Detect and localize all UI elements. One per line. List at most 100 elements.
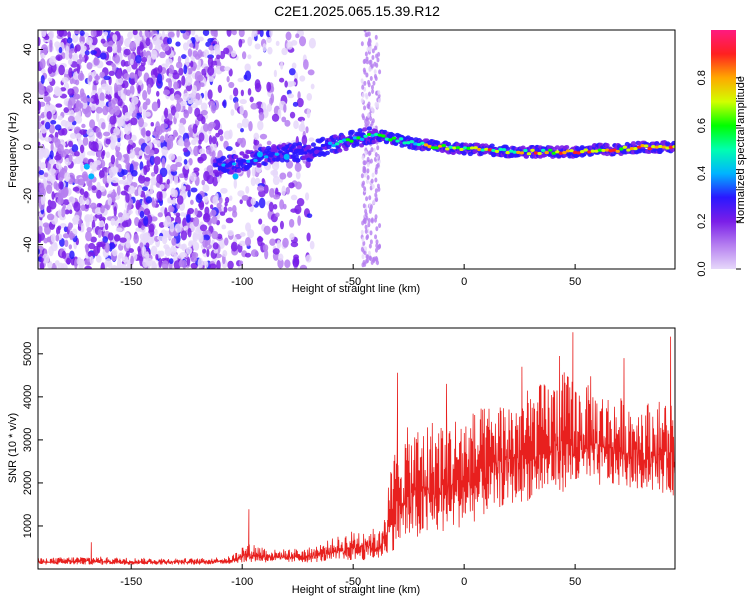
spectrogram-cell — [49, 173, 56, 184]
spectrogram-cell — [182, 42, 189, 51]
colorbar-ticks: 0.0 0.2 0.4 0.6 0.8 — [696, 70, 741, 277]
spectrogram-cell — [505, 151, 510, 155]
spectrogram-cell — [633, 147, 638, 151]
spectrogram-cell — [238, 240, 247, 247]
spectrogram-cell — [125, 212, 130, 220]
spectrogram-cell — [183, 109, 190, 118]
spectrogram-cell — [441, 143, 446, 148]
spectrogram-cell — [39, 182, 45, 194]
spectrogram-cell — [43, 172, 49, 178]
spectrogram-cell — [669, 147, 675, 153]
spectrogram-cell — [480, 148, 485, 152]
spectrogram-cell — [288, 149, 294, 153]
spectrogram-cell — [127, 31, 133, 40]
spectrogram-y-label: Frequency (Hz) — [7, 112, 19, 188]
spectrogram-cell — [370, 218, 374, 224]
spectrogram-cell — [289, 111, 296, 119]
spectrogram-cell — [473, 146, 478, 150]
snr-marks — [38, 332, 675, 565]
spectrogram-cell — [164, 215, 172, 225]
spectrogram-cell — [309, 240, 315, 250]
spectrogram-cell — [299, 75, 306, 82]
spectrogram-cell — [367, 222, 371, 228]
spectrogram-cell — [551, 151, 557, 155]
spectrogram-cell — [107, 40, 114, 47]
spectrogram-cell — [196, 233, 202, 240]
snr-x-label: Height of straight line (km) — [292, 584, 420, 596]
spectrogram-cell — [300, 119, 305, 131]
spectrogram-cell — [266, 103, 272, 112]
spectrogram-cell — [46, 85, 54, 93]
spectrogram-cell — [371, 55, 375, 61]
spectrogram-cell — [86, 227, 93, 233]
spectrogram-cell — [132, 30, 138, 36]
spectrogram-cell — [647, 146, 652, 151]
spectrogram-cell — [55, 103, 63, 108]
spectrogram-cell — [138, 64, 146, 72]
spectrogram-cell — [288, 218, 295, 228]
spectrogram-cell — [127, 149, 131, 155]
spectrogram-cell — [373, 69, 377, 75]
spectrogram-cell — [239, 199, 243, 205]
spectrogram-cell — [374, 75, 378, 81]
spectrogram-cell — [176, 195, 184, 205]
spectrogram-cell — [310, 83, 315, 90]
spectrogram-cell — [469, 146, 475, 150]
spectrogram-cell — [288, 68, 296, 76]
spectrogram-cell — [38, 100, 41, 111]
spectrogram-cell — [115, 68, 123, 79]
spectrogram-cell — [57, 225, 62, 231]
spectrogram-cell — [364, 211, 368, 217]
spectrogram-cell — [622, 145, 628, 149]
spectrogram-cell — [364, 224, 368, 230]
spectrogram-cell — [202, 234, 210, 241]
spectrogram-cell — [192, 231, 197, 242]
spectrogram-cell — [295, 33, 300, 39]
spectrogram-cell — [181, 54, 187, 60]
spectrogram-cell — [360, 229, 364, 235]
spectrogram-cell — [230, 241, 238, 252]
spectrogram-cell — [630, 141, 637, 146]
spectrogram-cell — [498, 147, 503, 151]
spectrogram-cell — [76, 63, 81, 74]
spectrogram-cell — [99, 100, 105, 108]
spectrogram-cell — [244, 70, 252, 82]
spectrogram-cell — [79, 129, 87, 135]
spectrogram-cell — [135, 227, 142, 232]
spectrogram-cell — [87, 251, 94, 258]
spectrogram-cell — [83, 157, 89, 163]
spectrogram-cell — [262, 244, 269, 252]
spectrogram-cell — [145, 130, 151, 137]
spectrogram-cell — [364, 150, 368, 156]
spectrogram-cell — [193, 167, 200, 173]
colorbar-tick-label: 0.0 — [696, 261, 708, 276]
spectrogram-cell — [68, 154, 73, 163]
spectrogram-cell — [46, 213, 55, 221]
spectrogram-cell — [367, 91, 371, 97]
spectrogram-cell — [95, 255, 102, 263]
spectrogram-cell — [95, 127, 101, 138]
spectrogram-cell — [293, 120, 299, 130]
spectrogram-cell — [237, 77, 245, 83]
spectrogram-cell — [295, 148, 301, 152]
spectrogram-cell — [282, 203, 287, 210]
spectrogram-cell — [91, 185, 97, 191]
spectrogram-cell — [75, 133, 82, 139]
spectrogram-cell — [161, 157, 166, 169]
spectrogram-cell — [372, 147, 376, 153]
spectrogram-cell — [256, 185, 265, 192]
spectrogram-cell — [126, 174, 133, 185]
spectrogram-cell — [76, 58, 83, 65]
spectrogram-cell — [301, 135, 308, 146]
spectrogram-cell — [370, 133, 375, 138]
spectrogram-cell — [198, 132, 205, 142]
spectrogram-cell — [69, 78, 74, 85]
spectrogram-cell — [79, 41, 85, 52]
spectrogram-cell — [128, 209, 133, 215]
spectrogram-cell — [44, 136, 53, 143]
spectrogram-cell — [494, 149, 500, 154]
spectrogram-cell — [501, 148, 507, 152]
spectrogram-cell — [366, 258, 370, 264]
spectrogram-cell — [306, 149, 311, 153]
spectrogram-cell — [283, 153, 290, 160]
